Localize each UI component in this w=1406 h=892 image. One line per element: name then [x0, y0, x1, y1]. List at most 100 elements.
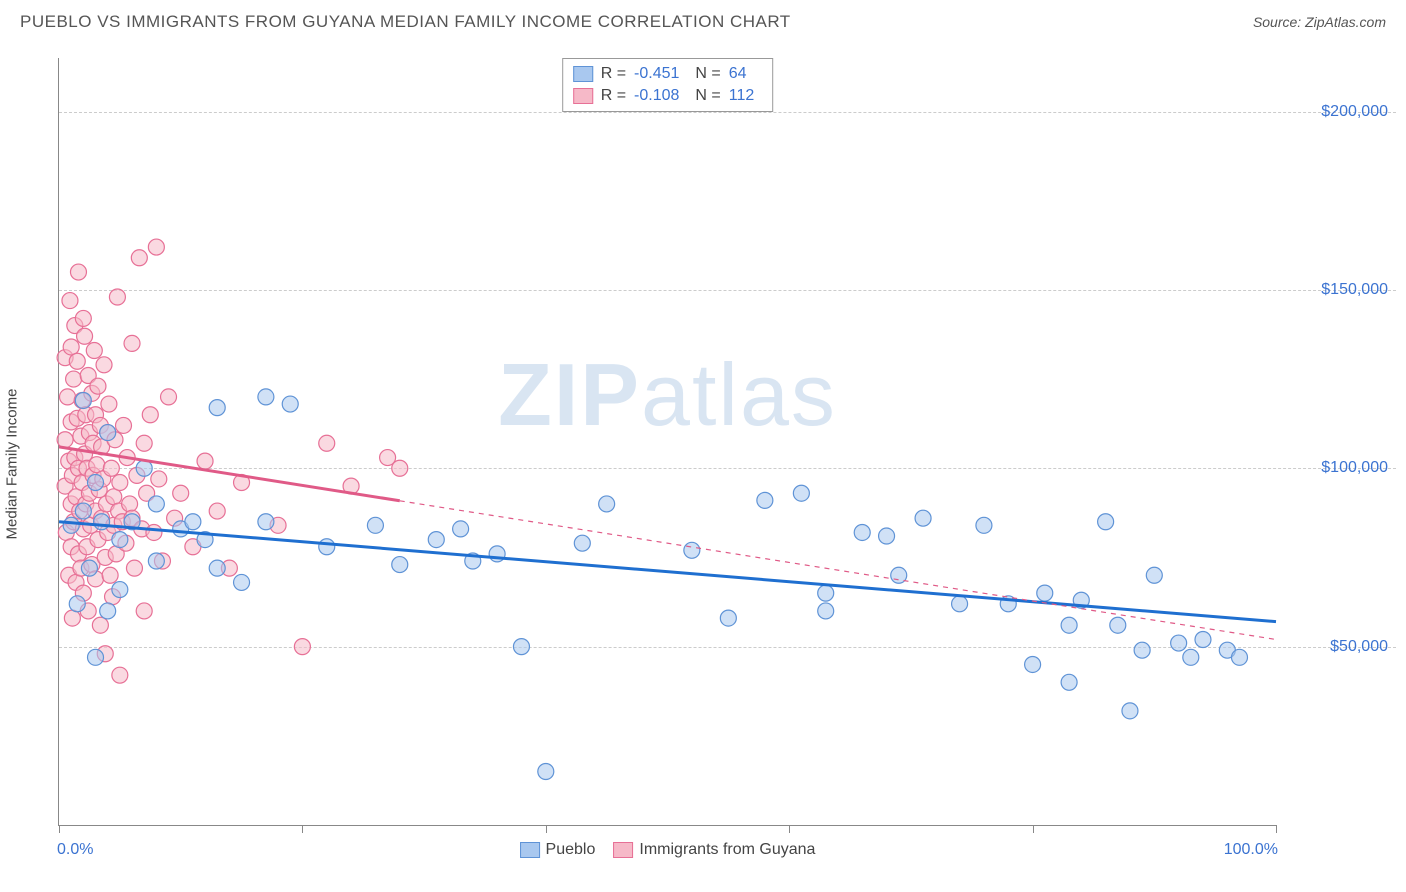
scatter-point-pueblo	[1231, 649, 1247, 665]
scatter-point-guyana	[161, 389, 177, 405]
scatter-point-guyana	[77, 328, 93, 344]
x-tick	[59, 825, 60, 833]
scatter-point-pueblo	[1025, 656, 1041, 672]
scatter-point-guyana	[64, 610, 80, 626]
scatter-point-pueblo	[185, 514, 201, 530]
scatter-point-guyana	[136, 435, 152, 451]
scatter-point-guyana	[70, 264, 86, 280]
scatter-point-pueblo	[684, 542, 700, 558]
scatter-point-pueblo	[148, 553, 164, 569]
scatter-point-guyana	[142, 407, 158, 423]
scatter-point-pueblo	[818, 603, 834, 619]
y-axis-label: Median Family Income	[4, 389, 21, 540]
scatter-point-pueblo	[793, 485, 809, 501]
scatter-point-pueblo	[209, 560, 225, 576]
scatter-point-pueblo	[81, 560, 97, 576]
legend-row-pueblo: R = -0.451 N = 64	[573, 63, 763, 85]
scatter-point-pueblo	[75, 503, 91, 519]
n-label: N =	[695, 85, 720, 107]
scatter-point-guyana	[136, 603, 152, 619]
scatter-point-guyana	[103, 460, 119, 476]
y-tick-label: $150,000	[1288, 281, 1388, 299]
scatter-point-guyana	[294, 639, 310, 655]
correlation-legend: R = -0.451 N = 64 R = -0.108 N = 112	[562, 58, 774, 112]
r-value: -0.451	[634, 63, 679, 85]
scatter-point-pueblo	[148, 496, 164, 512]
scatter-point-pueblo	[915, 510, 931, 526]
scatter-point-guyana	[209, 503, 225, 519]
scatter-point-pueblo	[879, 528, 895, 544]
scatter-point-guyana	[75, 310, 91, 326]
scatter-point-pueblo	[1110, 617, 1126, 633]
scatter-point-guyana	[102, 567, 118, 583]
scatter-point-pueblo	[1122, 703, 1138, 719]
scatter-point-guyana	[86, 343, 102, 359]
scatter-point-pueblo	[976, 517, 992, 533]
scatter-point-pueblo	[367, 517, 383, 533]
legend-item-pueblo: Pueblo	[520, 841, 596, 859]
legend-item-guyana: Immigrants from Guyana	[613, 841, 815, 859]
chart-title: PUEBLO VS IMMIGRANTS FROM GUYANA MEDIAN …	[20, 12, 791, 32]
scatter-point-pueblo	[258, 389, 274, 405]
swatch-guyana	[613, 842, 633, 858]
r-value: -0.108	[634, 85, 679, 107]
scatter-point-pueblo	[258, 514, 274, 530]
scatter-point-pueblo	[100, 603, 116, 619]
scatter-point-pueblo	[1061, 617, 1077, 633]
scatter-point-pueblo	[69, 596, 85, 612]
series-label: Pueblo	[546, 841, 596, 859]
scatter-point-guyana	[173, 485, 189, 501]
scatter-point-pueblo	[599, 496, 615, 512]
scatter-point-guyana	[89, 457, 105, 473]
scatter-point-guyana	[124, 335, 140, 351]
scatter-point-guyana	[112, 667, 128, 683]
scatter-point-guyana	[319, 435, 335, 451]
scatter-point-guyana	[69, 353, 85, 369]
scatter-point-guyana	[112, 475, 128, 491]
scatter-point-guyana	[62, 293, 78, 309]
r-label: R =	[601, 85, 626, 107]
scatter-point-pueblo	[112, 532, 128, 548]
scatter-point-pueblo	[88, 475, 104, 491]
scatter-point-guyana	[106, 489, 122, 505]
scatter-point-guyana	[126, 560, 142, 576]
scatter-point-pueblo	[392, 557, 408, 573]
y-tick-label: $50,000	[1288, 638, 1388, 656]
scatter-point-guyana	[131, 250, 147, 266]
source-attribution: Source: ZipAtlas.com	[1253, 14, 1386, 30]
plot-area: ZIPatlas R = -0.451 N = 64 R = -0.108 N …	[58, 58, 1276, 826]
scatter-point-guyana	[109, 289, 125, 305]
scatter-point-pueblo	[63, 517, 79, 533]
scatter-point-guyana	[122, 496, 138, 512]
scatter-point-pueblo	[720, 610, 736, 626]
scatter-point-guyana	[66, 371, 82, 387]
scatter-point-pueblo	[209, 400, 225, 416]
scatter-point-pueblo	[1134, 642, 1150, 658]
scatter-point-guyana	[63, 339, 79, 355]
x-tick	[546, 825, 547, 833]
series-legend: Pueblo Immigrants from Guyana	[520, 841, 816, 859]
scatter-point-pueblo	[513, 639, 529, 655]
r-label: R =	[601, 63, 626, 85]
x-tick	[1276, 825, 1277, 833]
x-tick	[1033, 825, 1034, 833]
scatter-point-pueblo	[1183, 649, 1199, 665]
scatter-point-pueblo	[75, 392, 91, 408]
legend-row-guyana: R = -0.108 N = 112	[573, 85, 763, 107]
scatter-point-guyana	[146, 524, 162, 540]
scatter-point-pueblo	[854, 524, 870, 540]
scatter-point-guyana	[57, 432, 73, 448]
scatter-point-pueblo	[453, 521, 469, 537]
scatter-point-guyana	[92, 617, 108, 633]
series-label: Immigrants from Guyana	[639, 841, 815, 859]
scatter-point-pueblo	[1195, 631, 1211, 647]
scatter-point-pueblo	[818, 585, 834, 601]
scatter-point-guyana	[96, 357, 112, 373]
n-value: 112	[729, 85, 755, 107]
scatter-point-guyana	[197, 453, 213, 469]
y-tick-label: $100,000	[1288, 459, 1388, 477]
x-axis-max-label: 100.0%	[1224, 841, 1278, 859]
scatter-point-guyana	[116, 417, 132, 433]
svg-layer	[59, 58, 1276, 825]
scatter-point-pueblo	[234, 574, 250, 590]
